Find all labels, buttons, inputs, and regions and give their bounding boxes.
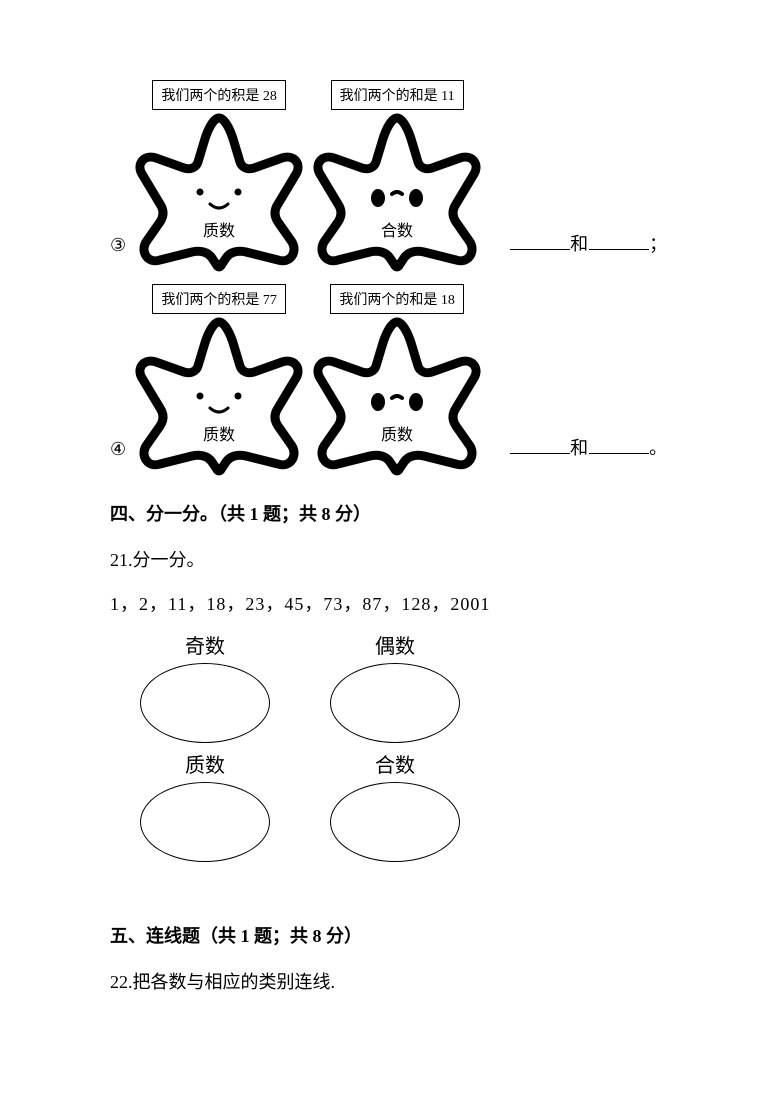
oval-shape[interactable] bbox=[140, 782, 270, 862]
oval-shape[interactable] bbox=[330, 663, 460, 743]
q4-star-2: 我们两个的和是 18 质数 bbox=[312, 284, 482, 476]
oval-label-composite: 合数 bbox=[375, 749, 415, 778]
oval-label-odd: 奇数 bbox=[185, 630, 225, 659]
q21-numbers: 1，2，11，18，23，45，73，87，128，2001 bbox=[110, 590, 680, 616]
star-body-label: 质数 bbox=[203, 222, 235, 240]
blank-input[interactable] bbox=[589, 436, 649, 454]
star-icon: 质数 bbox=[312, 316, 482, 476]
join-word: 和 bbox=[570, 438, 589, 458]
q3-star-1: 我们两个的积是 28 质数 bbox=[134, 80, 304, 272]
section-4-heading: 四、分一分。（共 1 题；共 8 分） bbox=[110, 500, 680, 526]
q3-star-1-speech: 我们两个的积是 28 bbox=[152, 80, 286, 110]
q3-stars: 我们两个的积是 28 质数 我们两个的和是 11 合数 bbox=[134, 80, 482, 272]
oval-prime: 质数 bbox=[120, 749, 290, 862]
join-word: 和 bbox=[570, 234, 589, 254]
star-body-label: 质数 bbox=[381, 426, 413, 444]
terminator: 。 bbox=[649, 438, 668, 458]
star-icon: 质数 bbox=[134, 112, 304, 272]
q21-text: 21.分一分。 bbox=[110, 546, 680, 572]
q3-marker: ③ bbox=[110, 235, 126, 256]
q3-star-2-speech: 我们两个的和是 11 bbox=[331, 80, 464, 110]
oval-shape[interactable] bbox=[140, 663, 270, 743]
oval-label-even: 偶数 bbox=[375, 630, 415, 659]
terminator: ； bbox=[649, 234, 668, 254]
q22-text: 22.把各数与相应的类别连线. bbox=[110, 968, 680, 994]
star-icon: 合数 bbox=[312, 112, 482, 272]
q4-answer: 和。 bbox=[510, 434, 668, 460]
blank-input[interactable] bbox=[510, 232, 570, 250]
question-3-row: ③ 我们两个的积是 28 质数 我们两个的和是 11 合数 和； bbox=[110, 80, 680, 272]
oval-label-prime: 质数 bbox=[185, 749, 225, 778]
blank-input[interactable] bbox=[510, 436, 570, 454]
oval-composite: 合数 bbox=[310, 749, 480, 862]
section-5-heading: 五、连线题（共 1 题；共 8 分） bbox=[110, 922, 680, 948]
question-4-row: ④ 我们两个的积是 77 质数 我们两个的和是 18 质数 和。 bbox=[110, 284, 680, 476]
blank-input[interactable] bbox=[589, 232, 649, 250]
classification-ovals: 奇数 偶数 质数 合数 bbox=[120, 630, 680, 862]
star-icon: 质数 bbox=[134, 316, 304, 476]
q4-star-1: 我们两个的积是 77 质数 bbox=[134, 284, 304, 476]
q4-stars: 我们两个的积是 77 质数 我们两个的和是 18 质数 bbox=[134, 284, 482, 476]
oval-shape[interactable] bbox=[330, 782, 460, 862]
q3-answer: 和； bbox=[510, 230, 668, 256]
oval-even: 偶数 bbox=[310, 630, 480, 743]
q3-star-2: 我们两个的和是 11 合数 bbox=[312, 80, 482, 272]
q4-star-2-speech: 我们两个的和是 18 bbox=[330, 284, 464, 314]
star-body-label: 质数 bbox=[203, 426, 235, 444]
star-body-label: 合数 bbox=[381, 222, 413, 240]
q4-marker: ④ bbox=[110, 439, 126, 460]
oval-odd: 奇数 bbox=[120, 630, 290, 743]
q4-star-1-speech: 我们两个的积是 77 bbox=[152, 284, 286, 314]
